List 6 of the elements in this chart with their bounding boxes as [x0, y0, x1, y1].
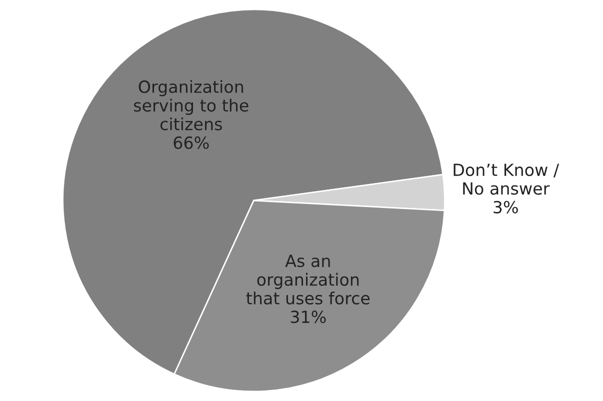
- slice-label: Organization serving to the citizens: [134, 80, 248, 130]
- slice-label: Don’t Know / No answer: [454, 164, 560, 195]
- data-label: 31%: [290, 310, 326, 324]
- data-label: 3%: [494, 200, 518, 214]
- slice-label: As an organization that uses force: [246, 254, 370, 304]
- data-label: 66%: [174, 136, 209, 150]
